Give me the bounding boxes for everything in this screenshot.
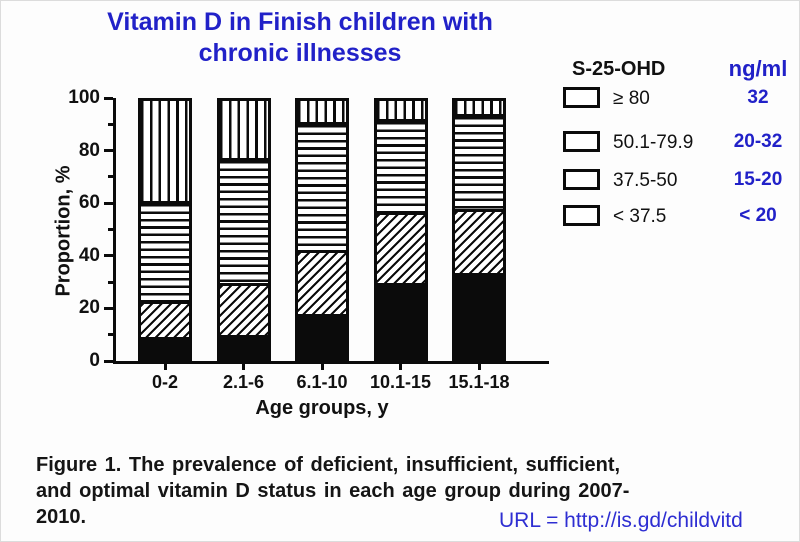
- legend-row-optimal: ≥ 80 32: [563, 87, 800, 109]
- y-tick-minor: [108, 228, 113, 231]
- bar-segment: [298, 314, 346, 358]
- y-tick-major: [104, 306, 113, 310]
- legend-ngml-value: 20-32: [733, 131, 783, 152]
- figure-caption: Figure 1. The prevalence of deficient, i…: [36, 452, 742, 530]
- source-url-link[interactable]: URL = http://is.gd/childvitd: [499, 509, 743, 532]
- bar-segment: [455, 273, 503, 358]
- legend-header-ngml: ng/ml: [728, 56, 788, 81]
- bar-segment: [376, 211, 425, 284]
- y-tick-major: [104, 96, 113, 100]
- bar-segment: [298, 250, 346, 315]
- y-tick-minor: [108, 333, 113, 337]
- stacked-bar-6.1-10: [295, 98, 349, 361]
- bar-segment: [376, 101, 425, 119]
- legend-label: < 37.5: [613, 206, 667, 227]
- y-tick-major: [104, 254, 113, 258]
- stacked-bar-0-2: [138, 98, 192, 361]
- legend-row-deficient: < 37.5 < 20: [563, 205, 800, 227]
- x-tick: [163, 361, 167, 370]
- y-tick-label: 0: [89, 350, 100, 371]
- y-tick-minor: [108, 122, 113, 126]
- solid-black-swatch-icon: [563, 205, 600, 226]
- y-tick-label: 40: [78, 244, 100, 266]
- bar-segment: [376, 118, 425, 212]
- bar-segment: [219, 334, 268, 358]
- legend-row-sufficient: 50.1-79.9 20-32: [563, 131, 800, 153]
- stacked-bar-chart: 0 20 40 60 80 100 0-2 2.1-6 6.1-10 10.1-15 15.1-1…: [68, 87, 549, 419]
- x-tick-label: 6.1-10: [296, 372, 348, 392]
- caption-line: 2010.: [36, 506, 87, 528]
- legend-ngml-value: 32: [747, 87, 769, 108]
- x-tick: [242, 361, 245, 370]
- x-tick-label: 15.1-18: [448, 372, 510, 392]
- legend-label: ≥ 80: [613, 88, 650, 109]
- bar-segment: [219, 101, 268, 158]
- bar-segment: [141, 337, 189, 358]
- stacked-bar-10.1-15: [373, 98, 428, 361]
- legend-label: 37.5-50: [613, 170, 678, 191]
- y-tick-label: 20: [78, 297, 100, 319]
- legend-ngml-value: 15-20: [733, 169, 783, 190]
- horizontal-stripes-swatch-icon: [563, 131, 600, 152]
- bar-segment: [219, 157, 268, 284]
- x-axis-title: Age groups, y: [255, 397, 389, 419]
- legend-header-s25ohd: S-25-OHD: [572, 58, 666, 80]
- bar-segment: [219, 283, 268, 335]
- x-tick: [477, 361, 481, 370]
- legend-row-insufficient: 37.5-50 15-20: [563, 169, 800, 191]
- stacked-bar-15.1-18: [452, 98, 506, 361]
- x-tick-label: 0-2: [151, 372, 178, 392]
- bar-segment: [141, 101, 189, 202]
- bar-segment: [298, 101, 346, 122]
- bar-segment: [455, 208, 503, 274]
- legend-ngml-value: < 20: [739, 205, 777, 226]
- bar-segment: [141, 201, 189, 302]
- vertical-stripes-swatch-icon: [563, 87, 600, 108]
- bar-segment: [298, 121, 346, 251]
- y-tick-minor: [108, 175, 113, 179]
- y-tick-major: [104, 201, 113, 205]
- x-tick-label: 2.1-6: [222, 372, 265, 392]
- x-tick-label: 10.1-15: [369, 372, 432, 392]
- diagonal-hatch-swatch-icon: [563, 169, 600, 190]
- y-tick-label: 80: [78, 139, 100, 161]
- y-tick-major: [104, 359, 113, 363]
- y-axis-title: Proportion, %: [52, 165, 75, 297]
- bar-segment: [141, 301, 189, 338]
- x-tick: [399, 361, 402, 370]
- y-tick-minor: [108, 280, 113, 284]
- y-tick-label: 60: [78, 192, 100, 214]
- caption-line: Figure 1. The prevalence of deficient, i…: [36, 454, 621, 476]
- caption-line: and optimal vitamin D status in each age…: [36, 480, 630, 502]
- legend: S-25-OHD ng/ml ≥ 80 32 50.1-79.9 20-32 3…: [558, 56, 800, 236]
- chart-title: Vitamin D in Finish children with chroni…: [107, 8, 493, 67]
- bar-segment: [376, 283, 425, 358]
- bar-segment: [455, 113, 503, 209]
- x-tick: [320, 361, 324, 370]
- legend-label: 50.1-79.9: [613, 132, 694, 153]
- bar-segment: [455, 101, 503, 114]
- stacked-bar-2.1-6: [216, 98, 271, 361]
- y-tick-major: [104, 149, 113, 153]
- y-tick-label: 100: [68, 87, 100, 108]
